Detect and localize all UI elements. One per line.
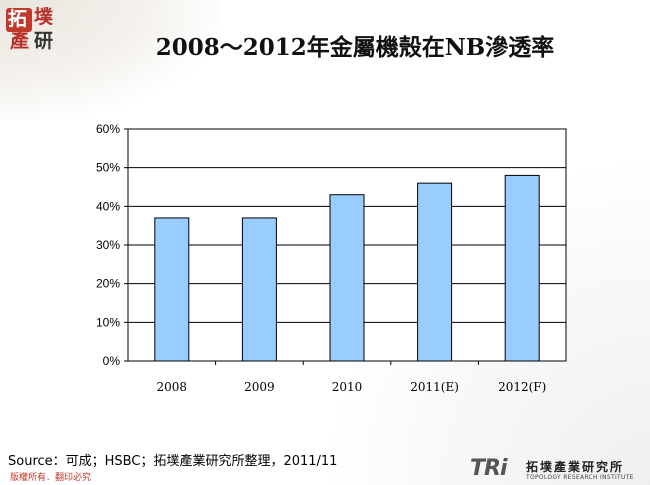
bar xyxy=(241,217,277,362)
brand-logo: 拓 墣 產 研 xyxy=(4,4,60,56)
logo-char: 墣 xyxy=(34,6,54,28)
footer-logo-name: 拓墣產業研究所 xyxy=(526,460,625,474)
footer-logo-mark: TRi xyxy=(470,456,507,481)
footer-logo-subtitle: TOPOLOGY RESEARCH INSTITUTE xyxy=(526,474,634,481)
x-tick-label: 2008 xyxy=(157,380,188,394)
logo-char: 拓 xyxy=(8,8,28,30)
y-tick-label: 10% xyxy=(96,315,120,329)
y-tick-label: 20% xyxy=(96,277,120,291)
x-tick-label: 2010 xyxy=(332,380,363,394)
bar xyxy=(417,182,453,362)
bar xyxy=(329,194,365,362)
copyright-note: 版權所有．翻印必究 xyxy=(10,473,92,483)
y-tick-label: 60% xyxy=(96,122,120,136)
bar xyxy=(504,174,540,362)
y-tick-label: 50% xyxy=(96,161,120,175)
footer-logo: TRi 拓墣產業研究所 TOPOLOGY RESEARCH INSTITUTE xyxy=(468,456,648,484)
bar xyxy=(154,217,190,362)
page-title: 2008～2012年金屬機殼在NB滲透率 xyxy=(155,34,555,61)
x-tick-label: 2012(F) xyxy=(498,380,546,394)
y-tick-label: 30% xyxy=(96,238,120,252)
y-tick-label: 40% xyxy=(96,199,120,213)
y-tick-label: 0% xyxy=(103,354,121,368)
x-tick-label: 2009 xyxy=(244,380,275,394)
logo-stamp xyxy=(6,8,32,32)
x-tick-label: 2011(E) xyxy=(410,380,459,394)
source-note: Source：可成；HSBC；拓墣產業研究所整理，2011/11 xyxy=(8,454,338,469)
corner-decoration xyxy=(0,0,220,120)
logo-char: 產 xyxy=(10,30,30,52)
logo-char: 研 xyxy=(34,30,54,52)
